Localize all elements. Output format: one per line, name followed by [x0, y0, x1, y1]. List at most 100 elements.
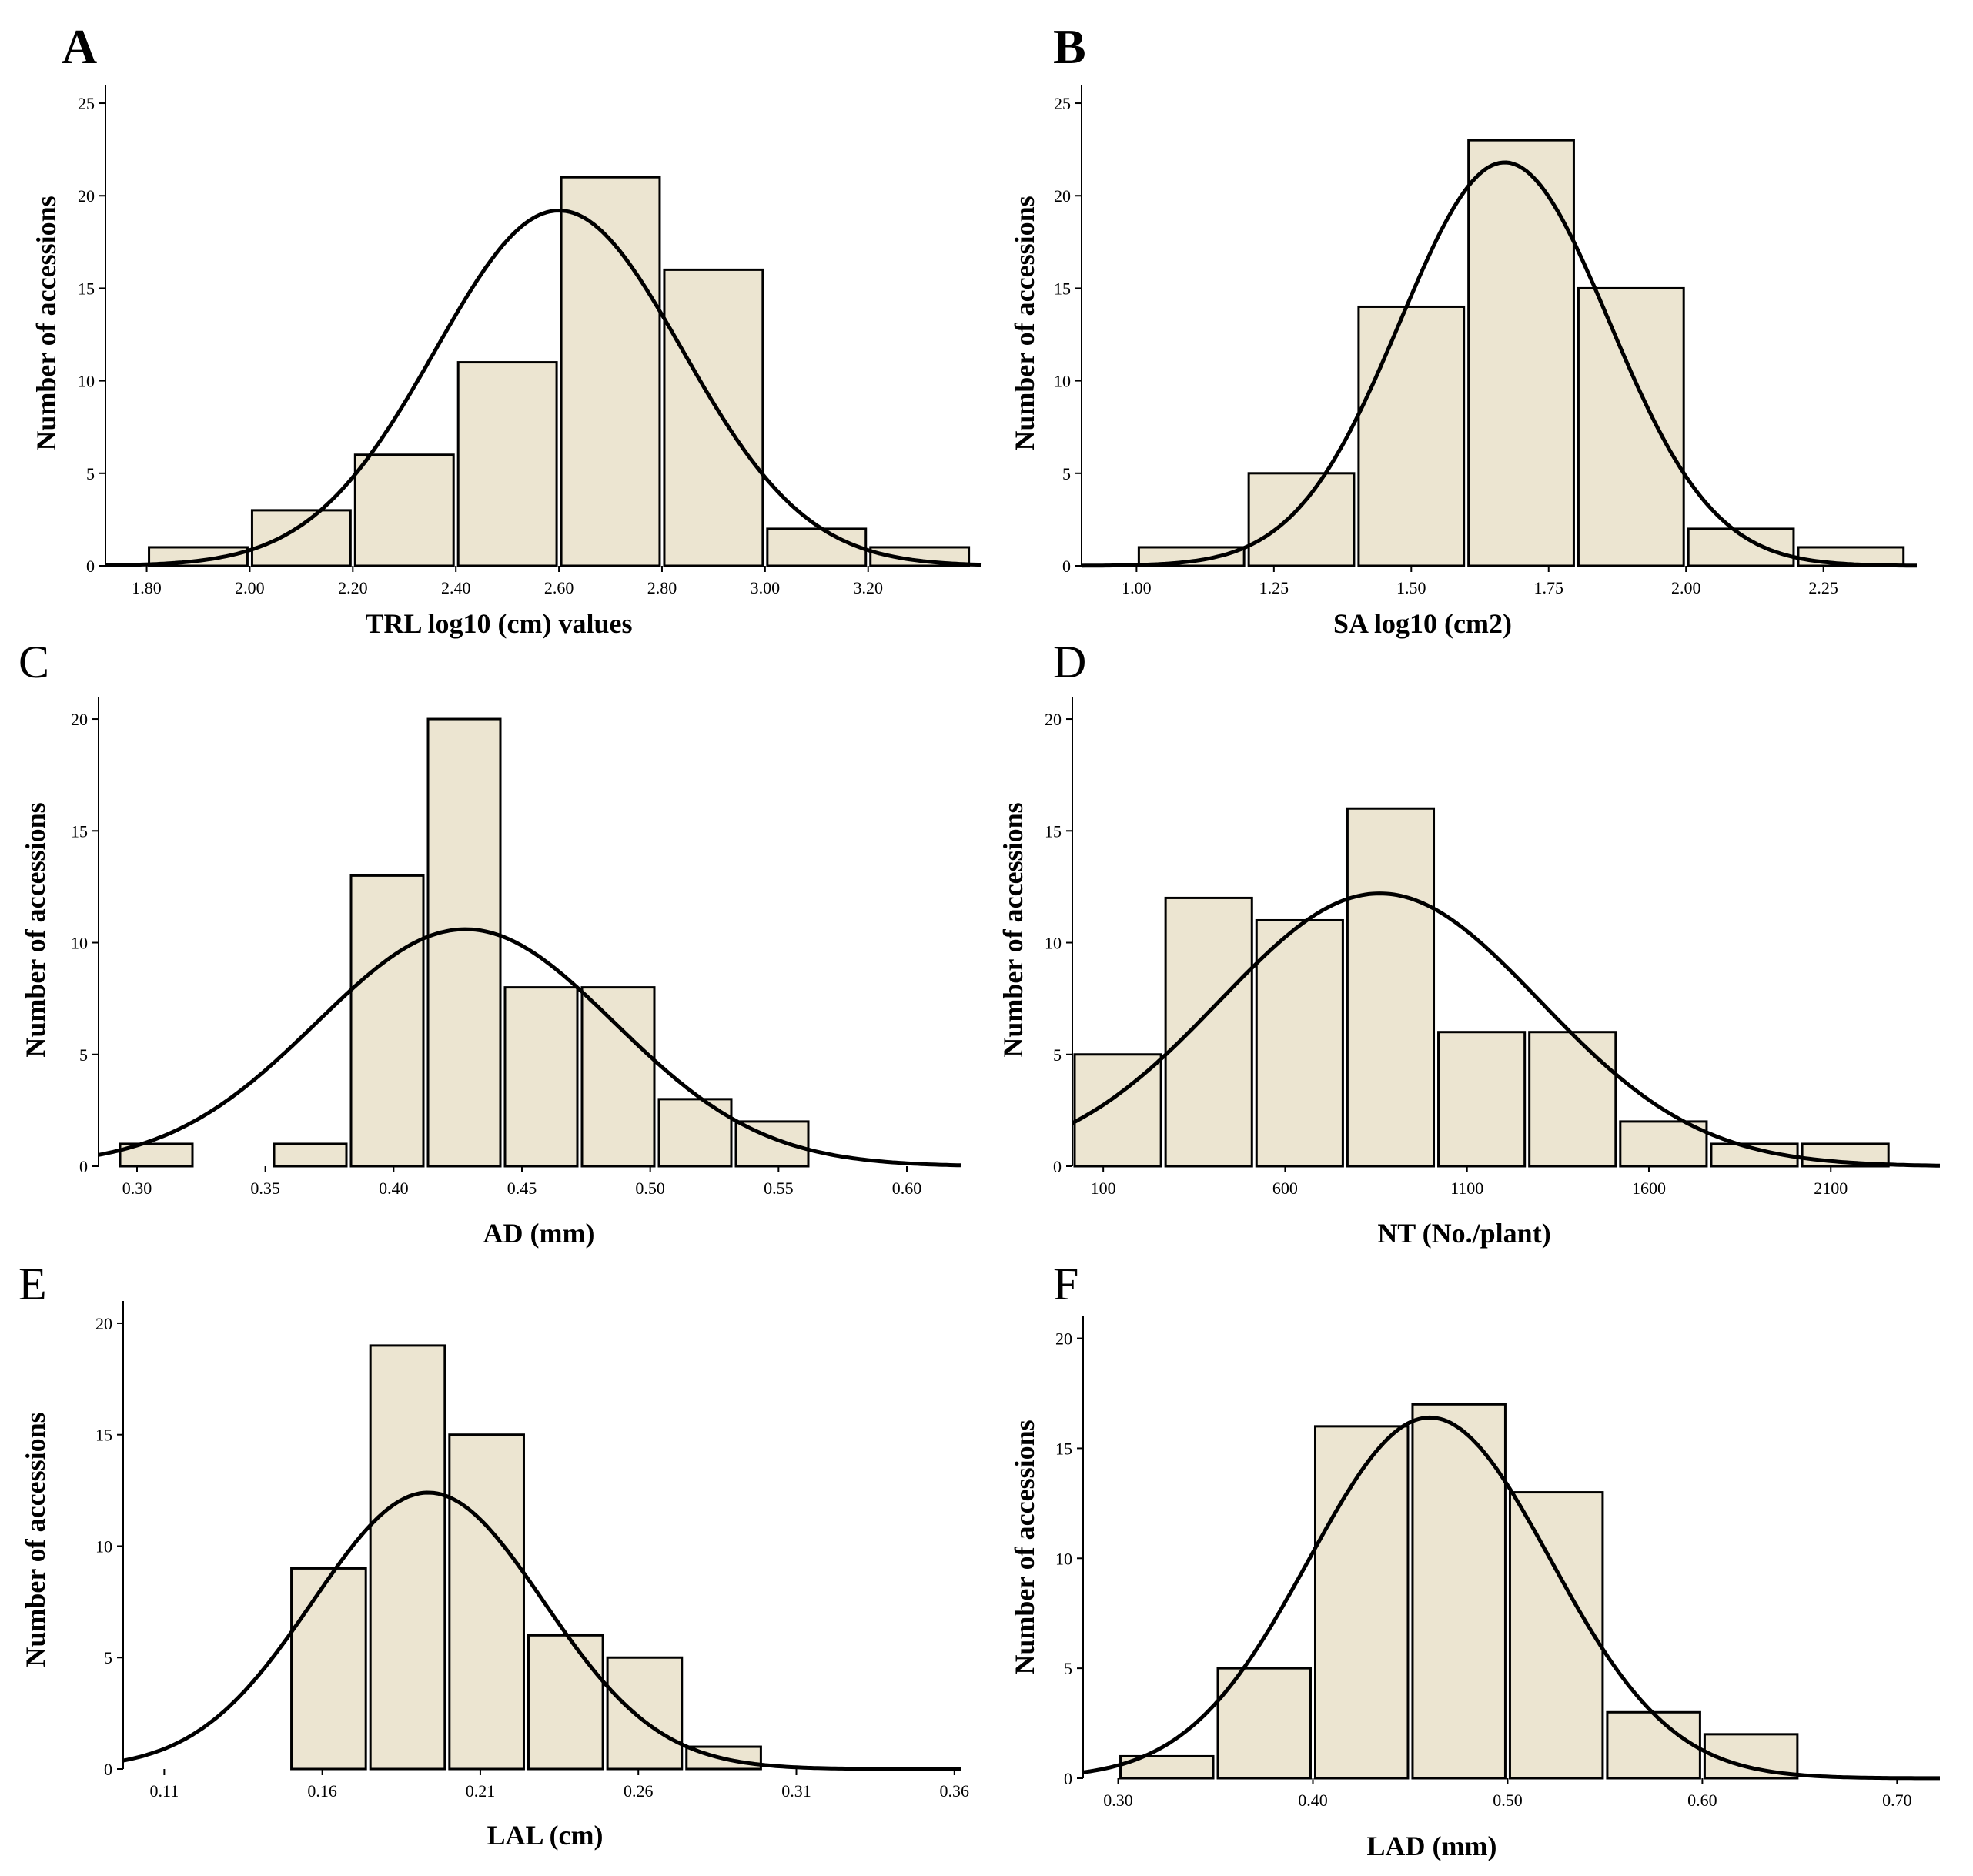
y-axis-title: Number of accessions	[998, 802, 1028, 1057]
histogram-bar	[1247, 472, 1356, 567]
x-axis-title: AD (mm)	[483, 1218, 595, 1249]
y-tick-label: 10	[1054, 372, 1071, 391]
plot-area: 0 5 10 15 20 25 1.00 1.25 1.50 1.75 2.00 2.25	[1054, 94, 1917, 597]
y-tick-label: 20	[78, 186, 95, 206]
histogram-bar	[1255, 918, 1344, 1168]
histogram-bar	[1216, 1667, 1312, 1780]
x-tick-label: 0.35	[250, 1179, 280, 1198]
x-axis-title: LAD (mm)	[1367, 1831, 1497, 1861]
x-tick-label: 0.40	[379, 1179, 409, 1198]
x-tick-label: 2.25	[1808, 578, 1838, 597]
y-axis-title: Number of accessions	[20, 1412, 51, 1667]
panel-e: E 0 5 10 15 20 0.11 0.16 0.21 0.26 0.31 0.36 LAL (…	[18, 1259, 969, 1851]
x-tick-label: 2.80	[647, 578, 677, 597]
histogram-bar	[1357, 305, 1466, 567]
y-tick-label: 5	[79, 1045, 88, 1065]
normal-curve	[98, 927, 961, 1168]
histogram-bar	[1164, 896, 1253, 1168]
y-tick-label: 10	[78, 372, 95, 391]
x-tick-label: 0.40	[1298, 1791, 1328, 1810]
x-tick-label: 0.21	[466, 1781, 496, 1801]
x-tick-label: 1.00	[1122, 578, 1152, 597]
histogram-bar	[580, 986, 656, 1168]
x-tick-label: 2.20	[338, 578, 368, 597]
histogram-bar	[1577, 286, 1685, 567]
histogram-bar	[560, 176, 661, 567]
panel-letter: C	[18, 637, 49, 687]
y-tick-label: 20	[1055, 1329, 1072, 1349]
x-tick-label: 0.50	[1493, 1791, 1523, 1810]
x-tick-label: 0.36	[940, 1781, 970, 1801]
histogram-bar	[1411, 1403, 1507, 1780]
x-axis-title: TRL log10 (cm) values	[366, 608, 633, 639]
y-axis-title: Number of accessions	[1009, 1420, 1040, 1674]
y-tick-label: 10	[95, 1537, 112, 1556]
y-tick-label: 25	[1054, 94, 1071, 113]
panel-letter: E	[18, 1259, 47, 1309]
histogram-bar	[349, 874, 425, 1168]
y-tick-label: 0	[79, 1157, 88, 1176]
x-tick-label: 2.40	[441, 578, 471, 597]
y-tick-label: 5	[86, 464, 95, 483]
x-tick-label: 1.75	[1533, 578, 1563, 597]
panel-a: A 0 5 10 15 20 25 1.80 2.00 2.20 2.40 2.60 2.80 3.00…	[31, 19, 982, 639]
normal-curve	[1081, 160, 1917, 568]
y-tick-label: 20	[71, 710, 88, 729]
y-tick-label: 5	[1064, 1659, 1072, 1678]
x-tick-label: 1.25	[1259, 578, 1289, 597]
y-axis-title: Number of accessions	[20, 802, 51, 1057]
histogram-bar	[456, 361, 558, 567]
y-tick-label: 15	[1055, 1439, 1072, 1458]
y-tick-label: 0	[1062, 557, 1071, 576]
x-tick-label: 3.20	[853, 578, 883, 597]
panel-letter: A	[62, 19, 97, 74]
x-tick-label: 1.80	[132, 578, 162, 597]
histogram-bar	[1508, 1491, 1604, 1780]
x-tick-label: 3.00	[751, 578, 781, 597]
y-tick-label: 15	[1045, 821, 1062, 841]
x-tick-label: 0.60	[1687, 1791, 1717, 1810]
histogram-bar	[1467, 139, 1575, 567]
plot-area: 0 5 10 15 20 100 600 1100 1600 2100	[1045, 710, 1940, 1198]
histogram-bar	[273, 1142, 348, 1168]
x-tick-label: 0.50	[635, 1179, 665, 1198]
x-tick-label: 600	[1272, 1179, 1298, 1198]
y-tick-label: 5	[104, 1648, 112, 1667]
x-tick-label: 100	[1091, 1179, 1116, 1198]
y-tick-label: 5	[1053, 1045, 1062, 1065]
histogram-bar	[503, 986, 579, 1168]
histogram-bar	[527, 1634, 604, 1771]
x-tick-label: 2.00	[1671, 578, 1701, 597]
x-tick-label: 0.55	[764, 1179, 794, 1198]
x-tick-label: 0.11	[150, 1781, 179, 1801]
y-axis-title: Number of accessions	[31, 196, 62, 450]
y-tick-label: 15	[1054, 279, 1071, 298]
x-tick-label: 0.30	[122, 1179, 152, 1198]
histogram-bar	[1346, 807, 1436, 1168]
y-tick-label: 20	[1045, 710, 1062, 729]
x-tick-label: 0.16	[307, 1781, 337, 1801]
y-tick-label: 0	[1064, 1769, 1072, 1788]
x-tick-label: 0.30	[1103, 1791, 1133, 1810]
x-tick-label: 1.50	[1396, 578, 1426, 597]
x-tick-label: 2.60	[544, 578, 574, 597]
x-axis-title: NT (No./plant)	[1377, 1218, 1550, 1249]
x-tick-label: 1600	[1632, 1179, 1666, 1198]
panel-b: B 0 5 10 15 20 25 1.00 1.25 1.50 1.75 2.00 2.25 SA …	[1009, 19, 1917, 639]
normal-curve	[1082, 1415, 1940, 1781]
panel-d: D 0 5 10 15 20 100 600 1100 1600 2100 NT (No./pla…	[998, 637, 1940, 1249]
x-tick-label: 0.70	[1882, 1791, 1912, 1810]
plot-area: 0 5 10 15 20 0.11 0.16 0.21 0.26 0.31 0.36	[95, 1314, 969, 1801]
x-tick-label: 2.00	[235, 578, 265, 597]
histogram-bar	[1619, 1120, 1708, 1168]
y-tick-label: 0	[104, 1760, 112, 1779]
y-tick-label: 10	[1055, 1549, 1072, 1568]
x-tick-label: 1100	[1450, 1179, 1483, 1198]
histogram-bar	[1313, 1425, 1410, 1780]
y-tick-label: 15	[71, 821, 88, 841]
x-tick-label: 0.31	[781, 1781, 811, 1801]
histogram-bar	[369, 1344, 446, 1771]
histogram-bar	[663, 268, 764, 567]
